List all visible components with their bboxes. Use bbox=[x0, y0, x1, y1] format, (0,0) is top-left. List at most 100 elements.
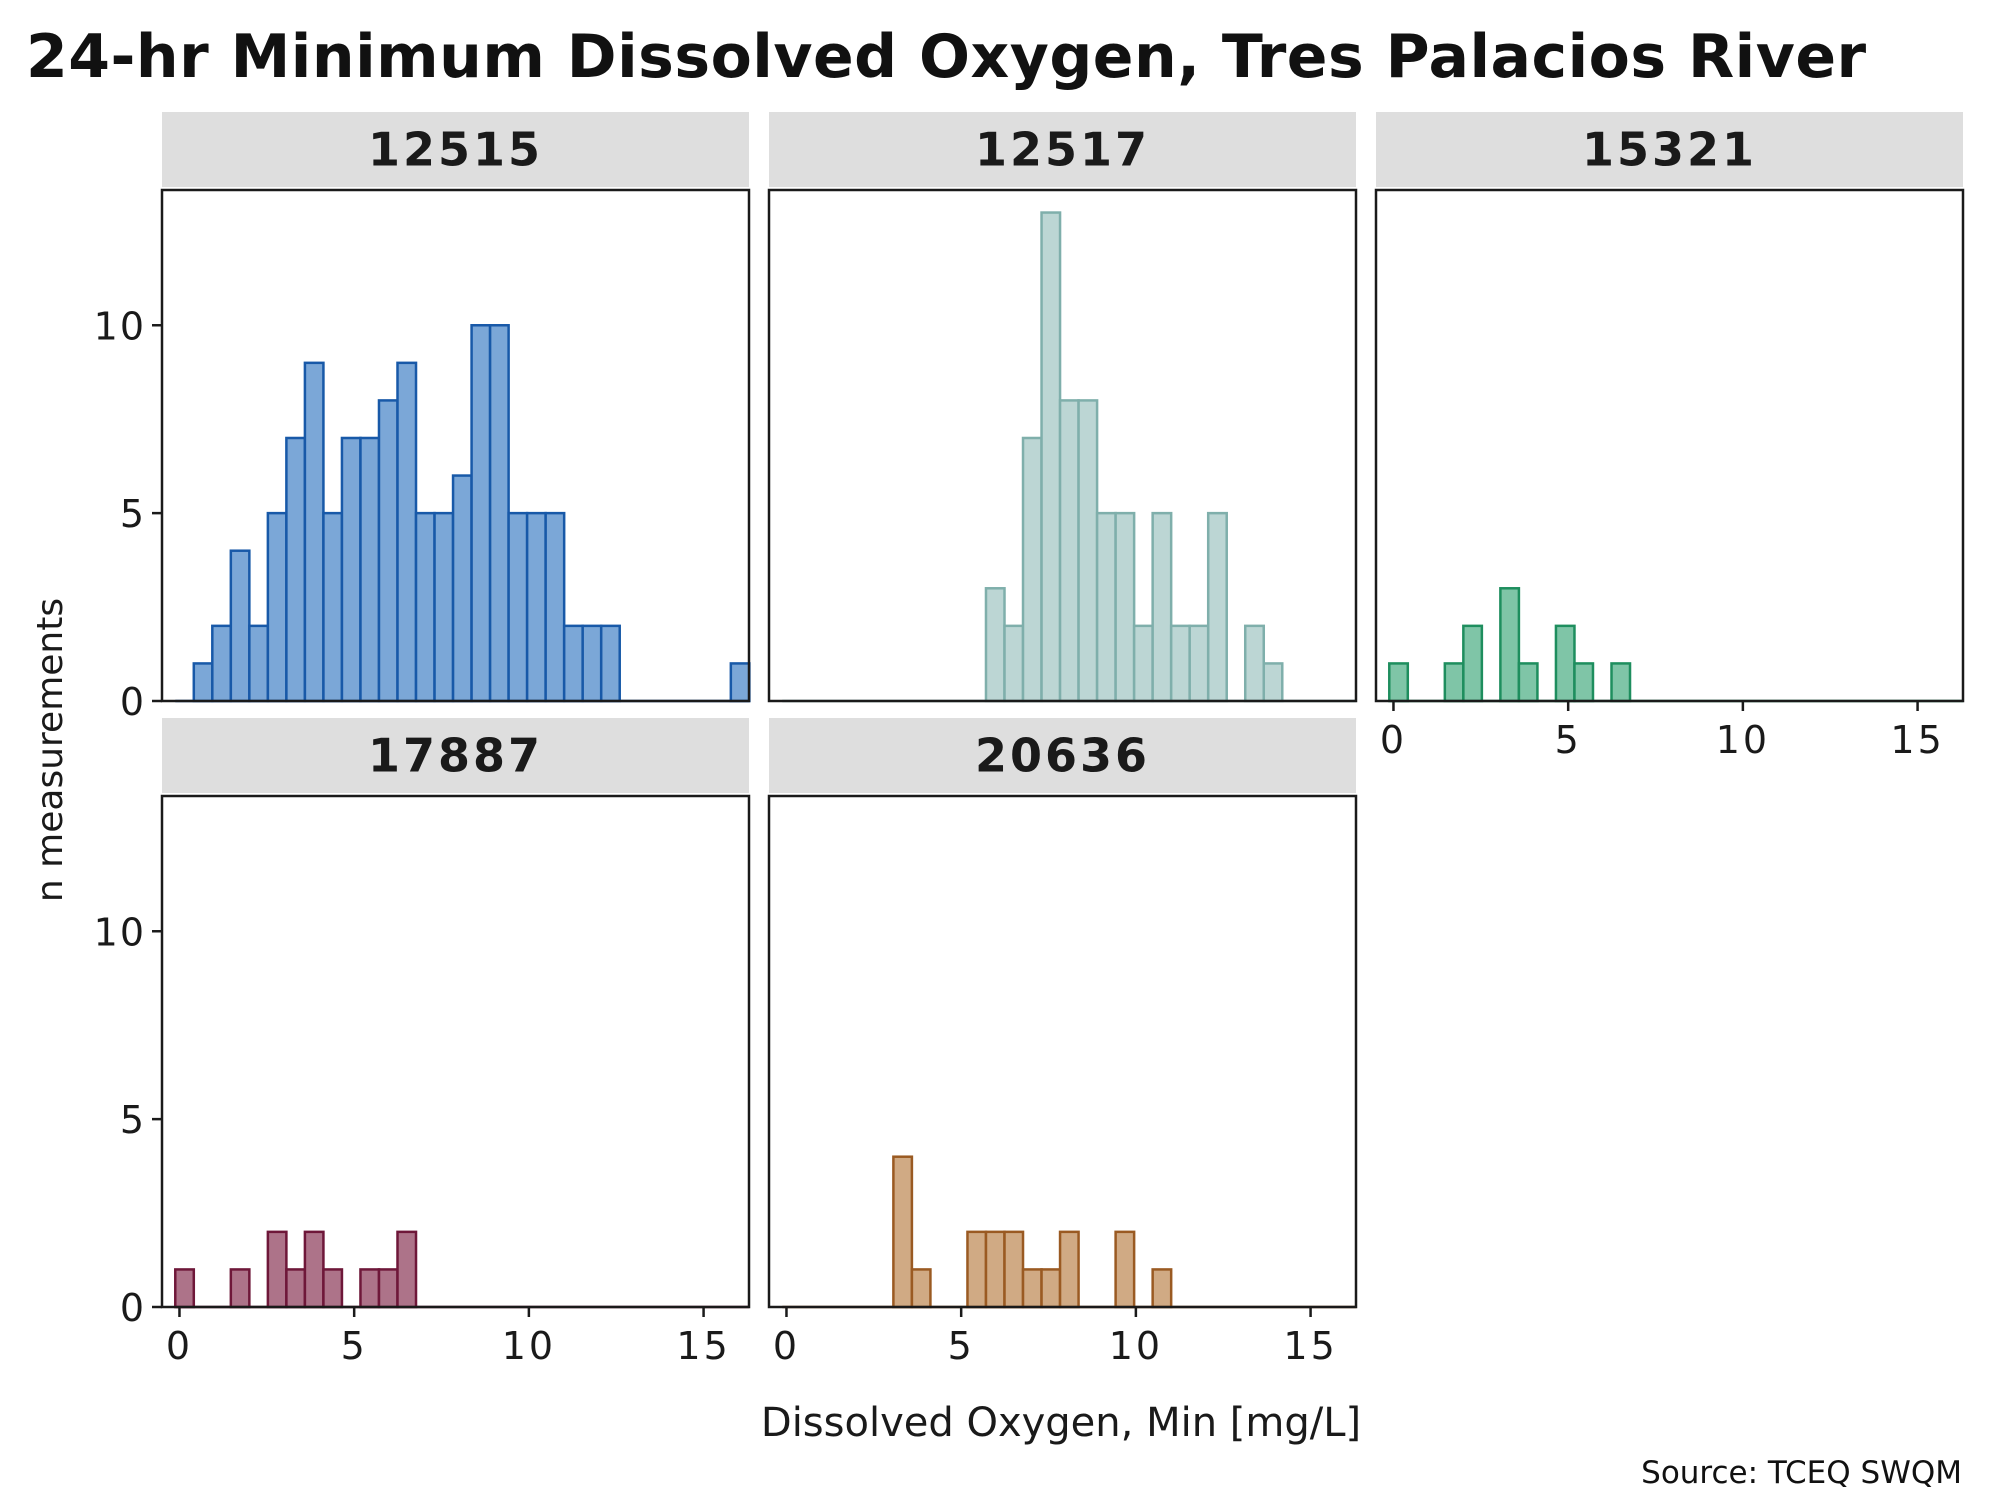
facet-strip bbox=[1376, 112, 1963, 187]
facet-strip bbox=[162, 112, 749, 187]
histogram-bar bbox=[359, 436, 381, 703]
histogram-bar bbox=[211, 624, 233, 703]
histogram-bar bbox=[470, 324, 492, 703]
plot-area bbox=[162, 796, 749, 1307]
histogram-bar bbox=[1443, 662, 1465, 703]
histogram-bar bbox=[377, 1268, 399, 1309]
histogram-bar bbox=[414, 511, 436, 703]
histogram-bar bbox=[1169, 624, 1191, 703]
histogram-bar bbox=[1554, 624, 1576, 703]
facet-label: 12515 bbox=[368, 123, 543, 177]
y-tick-label: 5 bbox=[120, 1098, 146, 1142]
histogram-bar bbox=[1114, 1230, 1136, 1309]
histogram-bar bbox=[599, 624, 621, 703]
x-tick-label: 0 bbox=[773, 1324, 800, 1368]
x-tick-label: 15 bbox=[1890, 718, 1944, 762]
facet-strip bbox=[162, 718, 749, 793]
histogram-bar bbox=[1003, 1230, 1025, 1309]
y-tick-label: 10 bbox=[94, 304, 146, 348]
histogram-bar bbox=[507, 511, 529, 703]
x-tick-label: 0 bbox=[166, 1324, 193, 1368]
y-tick-label: 10 bbox=[94, 910, 146, 954]
histogram-bar bbox=[892, 1155, 914, 1309]
histogram-bar bbox=[1058, 399, 1080, 703]
histogram-bar bbox=[1114, 511, 1136, 703]
y-tick-label: 0 bbox=[120, 680, 146, 724]
histogram-bar bbox=[984, 587, 1006, 703]
facet-panel-12517: 12517 bbox=[767, 112, 1358, 703]
facet-label: 12517 bbox=[975, 123, 1150, 177]
histogram-bar bbox=[1610, 662, 1632, 703]
histogram-bar bbox=[248, 624, 270, 703]
histogram-bar bbox=[966, 1230, 988, 1309]
histogram-bar bbox=[451, 474, 473, 703]
histogram-bar bbox=[322, 511, 344, 703]
histogram-bar bbox=[562, 624, 584, 703]
histogram-bar bbox=[1095, 511, 1117, 703]
panel-border bbox=[1374, 188, 1965, 703]
histogram-bar bbox=[1021, 1268, 1043, 1309]
histogram-bar bbox=[396, 1230, 418, 1309]
x-tick-label: 5 bbox=[341, 1324, 368, 1368]
x-tick-label: 10 bbox=[1109, 1324, 1163, 1368]
histogram-bar bbox=[544, 511, 566, 703]
histogram-bar bbox=[1517, 662, 1539, 703]
plot-area bbox=[1376, 190, 1963, 701]
histogram-bar bbox=[1151, 511, 1173, 703]
histogram-bar bbox=[322, 1268, 344, 1309]
panel-border bbox=[767, 794, 1358, 1309]
source-caption: Source: TCEQ SWQM bbox=[1641, 1455, 1962, 1491]
histogram-bar bbox=[229, 1268, 251, 1309]
x-tick-label: 10 bbox=[1716, 718, 1770, 762]
facet-panel-17887: 17887 0 5 10 0 5 10 15 bbox=[94, 718, 751, 1368]
histogram-bar bbox=[1040, 211, 1062, 703]
x-tick-label: 10 bbox=[502, 1324, 556, 1368]
histogram-bar bbox=[1077, 399, 1099, 703]
histogram-bar bbox=[433, 511, 455, 703]
histogram-bar bbox=[1262, 662, 1284, 703]
histogram-bar bbox=[174, 1268, 196, 1309]
facet-strip bbox=[769, 718, 1356, 793]
panel-border bbox=[767, 188, 1358, 703]
y-tick-label: 0 bbox=[120, 1286, 146, 1330]
x-tick-label: 15 bbox=[676, 1324, 730, 1368]
x-axis-title: Dissolved Oxygen, Min [mg/L] bbox=[761, 1400, 1361, 1446]
histogram-bar bbox=[525, 511, 547, 703]
y-tick-label: 5 bbox=[120, 492, 146, 536]
histogram-bar bbox=[229, 549, 251, 703]
histogram-bar bbox=[581, 624, 603, 703]
histogram-bar bbox=[285, 436, 307, 703]
panel-border bbox=[160, 794, 751, 1309]
histogram-bar bbox=[910, 1268, 932, 1309]
histogram-bar bbox=[488, 324, 510, 703]
histogram-bar bbox=[1003, 624, 1025, 703]
histogram-bar bbox=[359, 1268, 381, 1309]
histogram-bar bbox=[266, 511, 288, 703]
histogram-bar bbox=[1462, 624, 1484, 703]
histogram-bar bbox=[984, 1230, 1006, 1309]
chart-title: 24-hr Minimum Dissolved Oxygen, Tres Pal… bbox=[26, 22, 1867, 92]
histogram-bar bbox=[1499, 587, 1521, 703]
panel-border bbox=[160, 188, 751, 703]
histogram-bar bbox=[377, 399, 399, 703]
histogram-bar bbox=[1243, 624, 1266, 703]
facet-label: 15321 bbox=[1582, 123, 1757, 177]
histogram-bar bbox=[1206, 511, 1228, 703]
facet-strip bbox=[769, 112, 1356, 187]
x-tick-label: 15 bbox=[1283, 1324, 1337, 1368]
plot-area bbox=[769, 796, 1356, 1307]
histogram-bar bbox=[285, 1268, 307, 1309]
facet-panel-15321: 15321 0 5 10 15 bbox=[1374, 112, 1965, 762]
histogram-bar bbox=[396, 361, 418, 703]
x-tick-label: 5 bbox=[1555, 718, 1582, 762]
histogram-bar bbox=[1151, 1268, 1173, 1309]
facet-label: 20636 bbox=[975, 729, 1150, 783]
y-axis-title: n measurements bbox=[30, 598, 71, 902]
facet-panel-12515: 12515 0 5 10 bbox=[94, 112, 751, 724]
histogram-bar bbox=[192, 662, 214, 703]
histogram-bar bbox=[340, 436, 362, 703]
histogram-bar bbox=[1388, 662, 1410, 703]
histogram-bar bbox=[1573, 662, 1595, 703]
